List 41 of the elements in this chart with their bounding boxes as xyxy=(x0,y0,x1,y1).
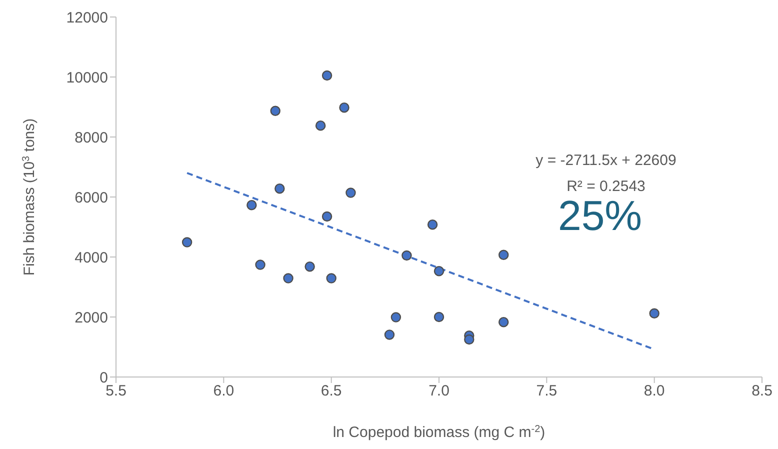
y-tick-label: 0 xyxy=(100,369,108,386)
point xyxy=(326,273,336,284)
x-tick-label: 8.0 xyxy=(644,382,665,400)
point xyxy=(498,316,509,328)
point xyxy=(346,188,356,198)
point xyxy=(283,273,294,284)
point xyxy=(402,250,412,261)
y-tick-label: 6000 xyxy=(74,189,108,206)
x-tick-label: 7.0 xyxy=(428,382,450,400)
y-tick-label: 12000 xyxy=(66,9,108,26)
point xyxy=(427,219,438,230)
x-tick-label: 6.5 xyxy=(320,382,342,400)
y-tick-label: 8000 xyxy=(74,129,108,146)
x-tick-label: 6.0 xyxy=(213,382,234,400)
y-tick-label: 10000 xyxy=(66,69,108,86)
point xyxy=(246,200,257,210)
annotation: 25% xyxy=(558,192,642,240)
point xyxy=(182,237,192,248)
point xyxy=(255,260,266,270)
point xyxy=(384,330,395,340)
point xyxy=(390,312,402,322)
point xyxy=(315,120,326,131)
point xyxy=(434,266,444,276)
y-tick-label: 2000 xyxy=(74,309,108,326)
annotation: R² = 0.2543 xyxy=(566,178,646,195)
point xyxy=(270,106,280,116)
point xyxy=(322,70,332,81)
annotation: y = -2711.5x + 22609 xyxy=(536,152,676,169)
point xyxy=(274,183,285,194)
point xyxy=(434,312,444,322)
point xyxy=(339,102,350,113)
y-tick-label: 4000 xyxy=(74,249,108,266)
point xyxy=(322,211,332,222)
point xyxy=(498,250,509,260)
x-axis-title: ln Copepod biomass (mg C m$^{-2}$) xyxy=(332,424,546,441)
x-tick-label: 5.5 xyxy=(106,382,126,400)
x-tick-label: 7.5 xyxy=(536,382,558,400)
x-tick-label: 8.5 xyxy=(752,382,772,400)
point xyxy=(464,334,474,345)
point xyxy=(304,261,315,272)
point xyxy=(649,308,660,319)
